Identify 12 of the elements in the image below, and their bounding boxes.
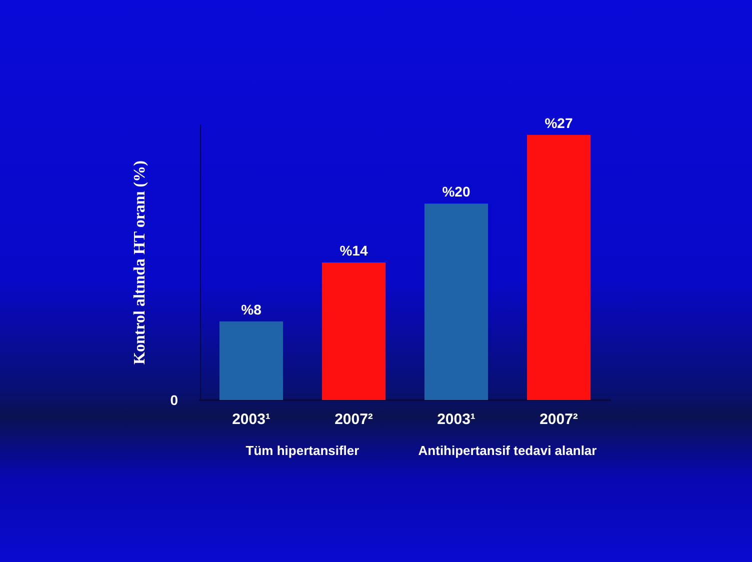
data-label: %20	[442, 184, 470, 200]
data-label: %27	[544, 114, 573, 131]
x-tick-label: 2003¹	[232, 411, 270, 428]
text: 0	[170, 392, 178, 408]
x-tick-label: 2007²	[540, 411, 578, 428]
x-tick-label: 2003¹	[437, 411, 476, 428]
x-tick-label: 2007²	[334, 411, 373, 428]
data-label: %8	[241, 301, 262, 318]
data-label: %14	[340, 242, 368, 258]
text: Antihipertansif tedavi alanlar	[418, 443, 597, 458]
text: Tüm hipertansifler	[246, 443, 360, 458]
y-axis-title: Kontrol altında HT oranı (%)	[132, 160, 148, 364]
